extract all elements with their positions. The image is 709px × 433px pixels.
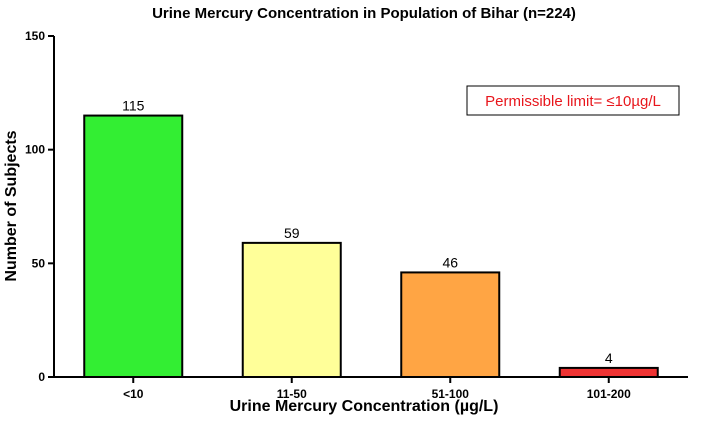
permissible-limit-annotation: Permissible limit= ≤10µg/L bbox=[466, 85, 680, 116]
bar-value-label: 46 bbox=[442, 254, 458, 270]
x-tick-label: <10 bbox=[123, 387, 144, 401]
x-tick-label: 101-200 bbox=[587, 387, 631, 401]
bars: 115 59 46 4 bbox=[83, 98, 659, 379]
x-tick-label: 51-100 bbox=[432, 387, 470, 401]
y-axis-label: Number of Subjects bbox=[3, 130, 20, 281]
x-axis-ticks: <10 11-50 51-100 101-200 bbox=[123, 377, 631, 401]
x-tick-label: 11-50 bbox=[277, 387, 307, 401]
y-tick-label: 50 bbox=[32, 256, 46, 270]
annotation-box bbox=[466, 85, 680, 116]
y-tick-label: 0 bbox=[38, 370, 45, 384]
bar bbox=[558, 366, 659, 379]
y-axis-ticks: 0 50 100 150 bbox=[25, 29, 54, 384]
annotation-text: Permissible limit= ≤10µg/L bbox=[485, 93, 661, 110]
y-tick-label: 100 bbox=[25, 143, 45, 157]
bar-value-label: 59 bbox=[284, 225, 300, 241]
bar bbox=[83, 114, 184, 378]
y-tick-label: 150 bbox=[25, 29, 45, 43]
bar-value-label: 4 bbox=[605, 350, 613, 366]
chart-title: Urine Mercury Concentration in Populatio… bbox=[152, 5, 576, 22]
x-axis-label: Urine Mercury Concentration (µg/L) bbox=[230, 398, 499, 415]
bar bbox=[400, 271, 501, 378]
bar-value-label: 115 bbox=[122, 98, 145, 114]
bar bbox=[241, 241, 342, 378]
